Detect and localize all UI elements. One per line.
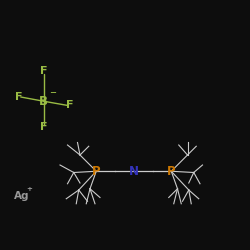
Text: F: F [66,100,74,110]
Text: +: + [27,186,32,192]
Text: F: F [40,122,48,132]
Text: B: B [39,95,48,108]
Text: Ag: Ag [14,191,29,201]
Text: N: N [129,165,139,178]
Text: P: P [167,165,175,178]
Text: −: − [49,88,56,97]
Text: F: F [15,92,22,102]
Text: P: P [92,165,100,178]
Text: F: F [40,66,48,76]
